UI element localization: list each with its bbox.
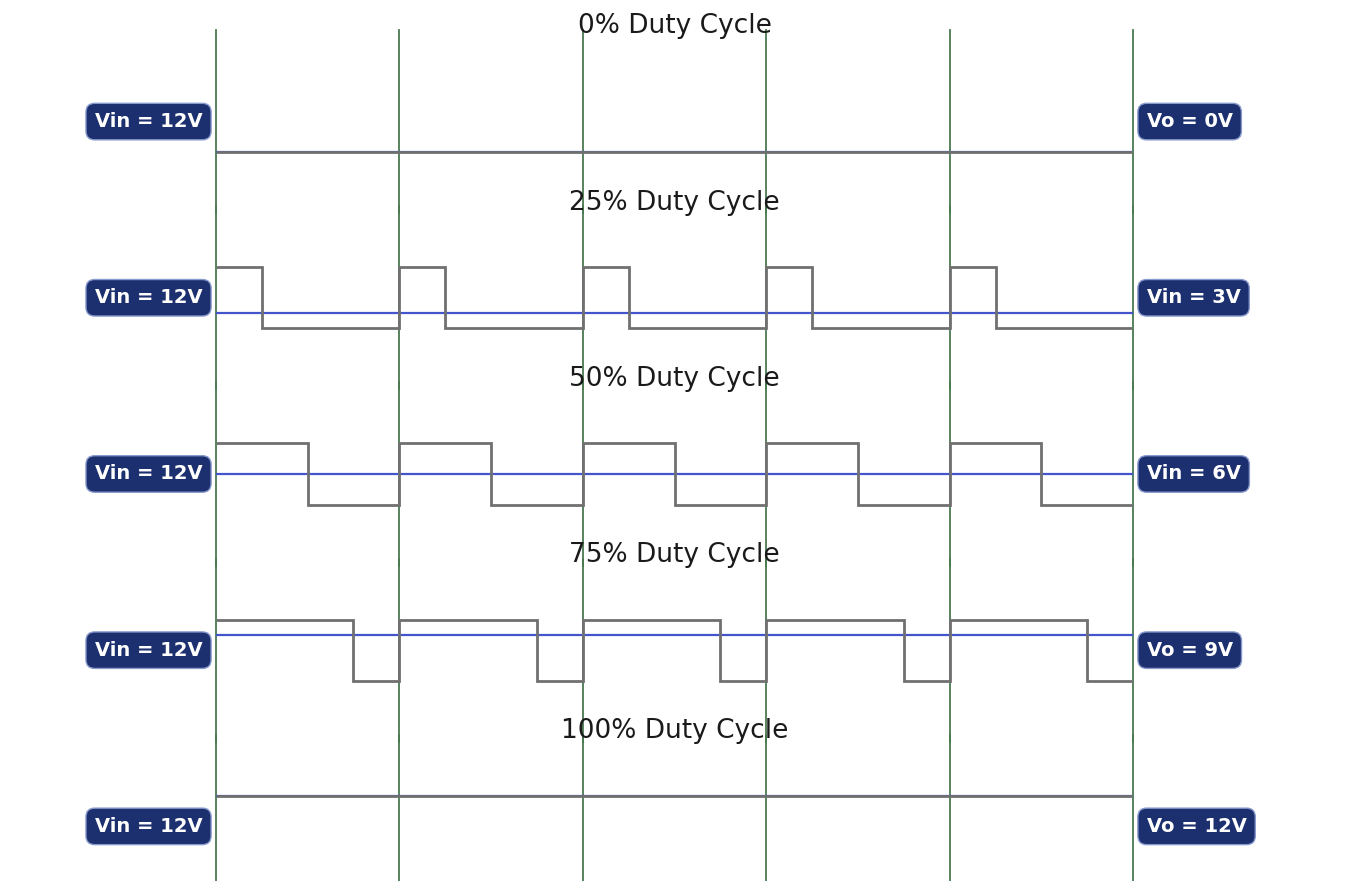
Text: Vin = 12V: Vin = 12V: [94, 112, 202, 131]
Text: Vin = 12V: Vin = 12V: [94, 464, 202, 484]
Text: Vin = 12V: Vin = 12V: [94, 817, 202, 836]
Text: Vin = 12V: Vin = 12V: [94, 640, 202, 660]
Text: 0% Duty Cycle: 0% Duty Cycle: [577, 13, 772, 40]
Text: Vo = 9V: Vo = 9V: [1147, 640, 1233, 660]
Text: Vin = 6V: Vin = 6V: [1147, 464, 1241, 484]
Text: 75% Duty Cycle: 75% Duty Cycle: [569, 542, 780, 568]
Text: 50% Duty Cycle: 50% Duty Cycle: [569, 366, 780, 392]
Text: 25% Duty Cycle: 25% Duty Cycle: [569, 189, 780, 216]
Text: Vin = 3V: Vin = 3V: [1147, 288, 1241, 307]
Text: 100% Duty Cycle: 100% Duty Cycle: [561, 718, 788, 744]
Text: Vo = 0V: Vo = 0V: [1147, 112, 1233, 131]
Text: Vin = 12V: Vin = 12V: [94, 288, 202, 307]
Text: Vo = 12V: Vo = 12V: [1147, 817, 1246, 836]
